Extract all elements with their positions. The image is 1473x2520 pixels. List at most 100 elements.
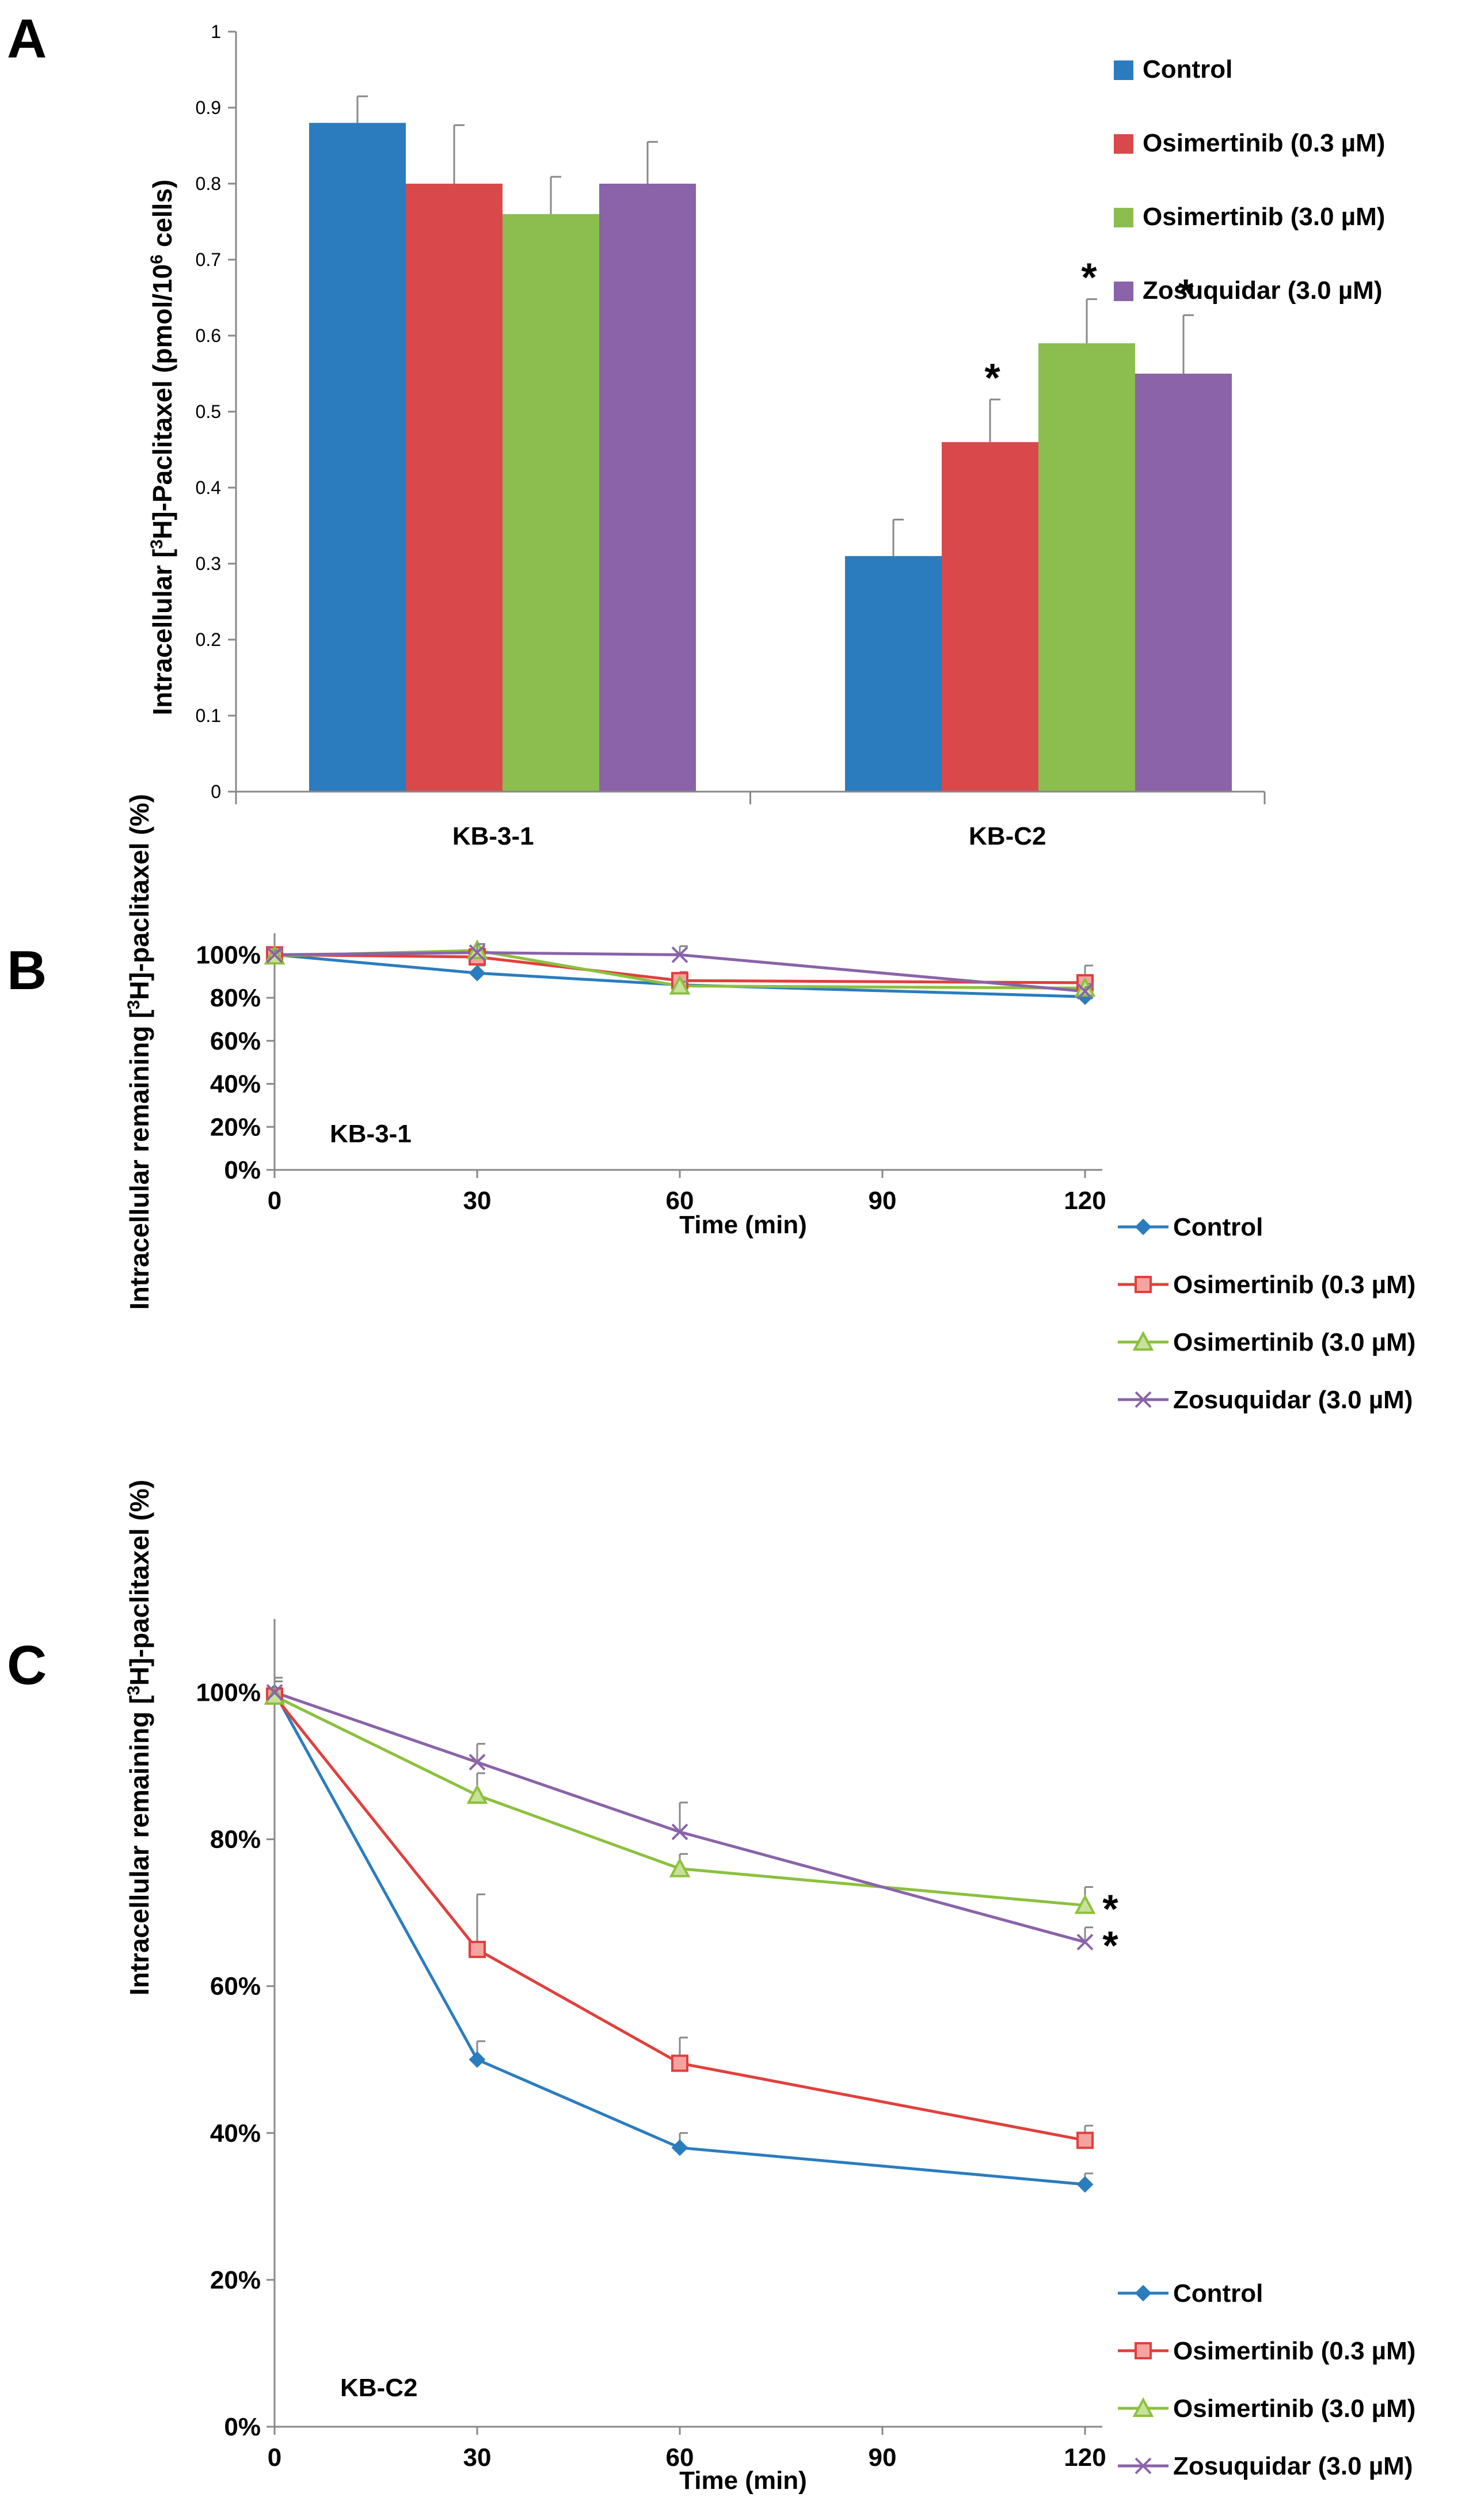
panel-a-y-tick-label: 0.6 [196,325,221,346]
panel-c-point-control [671,2139,688,2156]
panel-a-bar-zosuquidar-3-0-m-kb-c2 [1135,374,1232,792]
panel-c-y-tick-label: 60% [210,1972,261,2001]
panel-b-y-tick-label: 80% [210,984,261,1012]
panel-c-point-zosuquidar-3-0-m [1076,1933,1094,1951]
panel-a-y-tick-label: 0.7 [196,249,221,270]
panel-c-point-osimertinib-3-0-m [466,1784,488,1804]
panel-c-x-tick-label: 90 [869,2443,897,2472]
panel-c-point-control [1076,2176,1094,2193]
panel-a-legend-swatch-osimertinib-0-3-m [1114,134,1133,154]
panel-b-point-zosuquidar-3-0-m [266,946,283,963]
panel-c-point-osimertinib-3-0-m [669,1857,691,1877]
panel-b-legend-marker-osimertinib-0-3-m [1135,1276,1152,1293]
panel-label-a: A [7,8,47,70]
panel-c-legend-label-osimertinib-0-3-m: Osimertinib (0.3 µM) [1173,2337,1415,2365]
panel-a-y-tick-label: 0.4 [196,477,221,498]
panel-a-legend-label-osimertinib-0-3-m: Osimertinib (0.3 µM) [1143,129,1385,157]
panel-c-legend-label-control: Control [1173,2279,1263,2308]
panel-c-series-line-osimertinib-0-3-m [273,1695,1086,2142]
panel-b-y-tick-label: 40% [210,1070,261,1099]
panel-c-point-zosuquidar-3-0-m [671,1823,688,1841]
panel-b-point-zosuquidar-3-0-m [671,946,688,963]
panel-a-bar-chart: Intracellular [3H]-Paclitaxel (pmol/106 … [147,21,1386,850]
panel-a-legend-label-zosuquidar-3-0-m: Zosuquidar (3.0 µM) [1143,276,1382,305]
panel-b-point-zosuquidar-3-0-m [469,944,486,961]
panel-a-y-tick-label: 0 [211,781,221,802]
panel-b-x-tick-label: 60 [666,1187,694,1215]
panel-a-bar-osimertinib-0-3-m-kb-c2 [942,442,1038,792]
panel-b-point-osimertinib-3-0-m [669,975,691,995]
panel-a-significance-star: * [1081,255,1097,300]
panel-a-y-tick-label: 0.2 [196,629,221,650]
panel-b-legend-marker-osimertinib-3-0-m [1132,1331,1154,1351]
panel-a-y-tick-label: 0.5 [196,401,221,422]
panel-a-category-label-kb-c2: KB-C2 [969,822,1046,850]
panel-b-x-axis-label: Time (min) [679,1211,807,1239]
panel-a-bar-control-kb-3-1 [309,123,406,792]
panel-a-bar-osimertinib-0-3-m-kb-3-1 [406,184,503,792]
panel-label-b: B [7,940,47,1001]
panel-a-bar-osimertinib-3-0-m-kb-c2 [1038,343,1135,792]
panel-a-bar-osimertinib-3-0-m-kb-3-1 [503,214,599,792]
panel-b-x-tick-label: 30 [463,1187,492,1215]
panel-a-bar-control-kb-c2 [845,556,942,792]
panel-c-point-osimertinib-0-3-m [469,1940,486,1958]
panel-a-legend-label-osimertinib-3-0-m: Osimertinib (3.0 µM) [1143,203,1385,231]
panel-b-cell-line-annotation: KB-3-1 [330,1120,412,1148]
panel-c-legend-label-osimertinib-3-0-m: Osimertinib (3.0 µM) [1173,2394,1415,2423]
panel-c-point-zosuquidar-3-0-m [266,1684,283,1701]
panel-c-x-tick-label: 120 [1064,2443,1106,2472]
panel-c-series-line-zosuquidar-3-0-m [274,1691,1086,1944]
panel-c-point-osimertinib-0-3-m [671,2054,688,2072]
panel-b-legend-label-osimertinib-3-0-m: Osimertinib (3.0 µM) [1173,1328,1415,1356]
panel-b-point-zosuquidar-3-0-m [1076,983,1094,1000]
panel-a-y-axis-label: Intracellular [3H]-Paclitaxel (pmol/106 … [147,180,178,716]
panel-b-series-line-control [274,953,1086,998]
panel-a-legend-label-control: Control [1143,55,1232,83]
panel-c-point-osimertinib-3-0-m [1074,1894,1096,1914]
panel-b-legend-label-zosuquidar-3-0-m: Zosuquidar (3.0 µM) [1173,1386,1413,1414]
panel-c-line-chart: Intracellular remaining [3H]-paclitaxel … [124,1480,1416,2495]
panel-c-y-tick-label: 80% [210,1826,261,1854]
panel-a-category-label-kb-3-1: KB-3-1 [452,822,534,850]
panel-b-x-tick-label: 120 [1064,1187,1106,1215]
panel-b-series-line-zosuquidar-3-0-m [274,951,1086,993]
panel-c-point-control [469,2051,486,2068]
panel-a-y-tick-label: 0.8 [196,173,221,194]
panel-b-legend-marker-control [1135,1218,1152,1236]
panel-c-legend-marker-osimertinib-3-0-m [1132,2397,1154,2417]
panel-b-x-tick-label: 90 [869,1187,897,1215]
panel-a-legend-swatch-zosuquidar-3-0-m [1114,282,1133,301]
panel-a-y-tick-label: 0.9 [196,97,221,118]
panel-c-y-tick-label: 0% [224,2413,261,2441]
panel-c-significance-star: * [1102,1923,1118,1968]
panel-b-y-tick-label: 20% [210,1113,261,1141]
panel-c-series-line-control [273,1692,1086,2186]
panel-c-x-axis-label: Time (min) [679,2466,807,2495]
panel-c-x-tick-label: 30 [463,2443,492,2472]
panel-a-y-tick-label: 0.3 [196,553,221,574]
panel-b-y-axis-label: Intracellular remaining [3H]-paclitaxel … [124,794,155,1310]
panel-c-y-tick-label: 20% [210,2266,261,2294]
panel-b-y-tick-label: 100% [196,941,261,969]
panel-b-legend-marker-zosuquidar-3-0-m [1135,1391,1152,1408]
panel-c-legend-marker-zosuquidar-3-0-m [1135,2457,1152,2475]
panel-c-y-tick-label: 40% [210,2119,261,2147]
panel-c-y-tick-label: 100% [196,1679,261,1707]
panel-a-y-tick-label: 1 [211,21,221,42]
panel-b-y-tick-label: 0% [224,1156,261,1184]
panel-c-x-tick-label: 60 [666,2443,694,2472]
panel-a-bar-zosuquidar-3-0-m-kb-3-1 [599,184,696,792]
panel-c-point-zosuquidar-3-0-m [469,1754,486,1771]
panel-b-legend-label-control: Control [1173,1213,1263,1241]
panel-a-legend-swatch-osimertinib-3-0-m [1114,208,1133,227]
panel-c-cell-line-annotation: KB-C2 [340,2374,417,2402]
panel-c-point-osimertinib-0-3-m [1076,2131,1094,2149]
panel-c-legend-label-zosuquidar-3-0-m: Zosuquidar (3.0 µM) [1173,2452,1413,2480]
panel-a-significance-star: * [1178,271,1194,316]
panel-c-y-axis-label: Intracellular remaining [3H]-paclitaxel … [124,1480,155,1996]
panel-b-x-tick-label: 0 [268,1187,281,1215]
panel-c-significance-star: * [1102,1886,1118,1931]
panel-label-c: C [7,1635,47,1696]
